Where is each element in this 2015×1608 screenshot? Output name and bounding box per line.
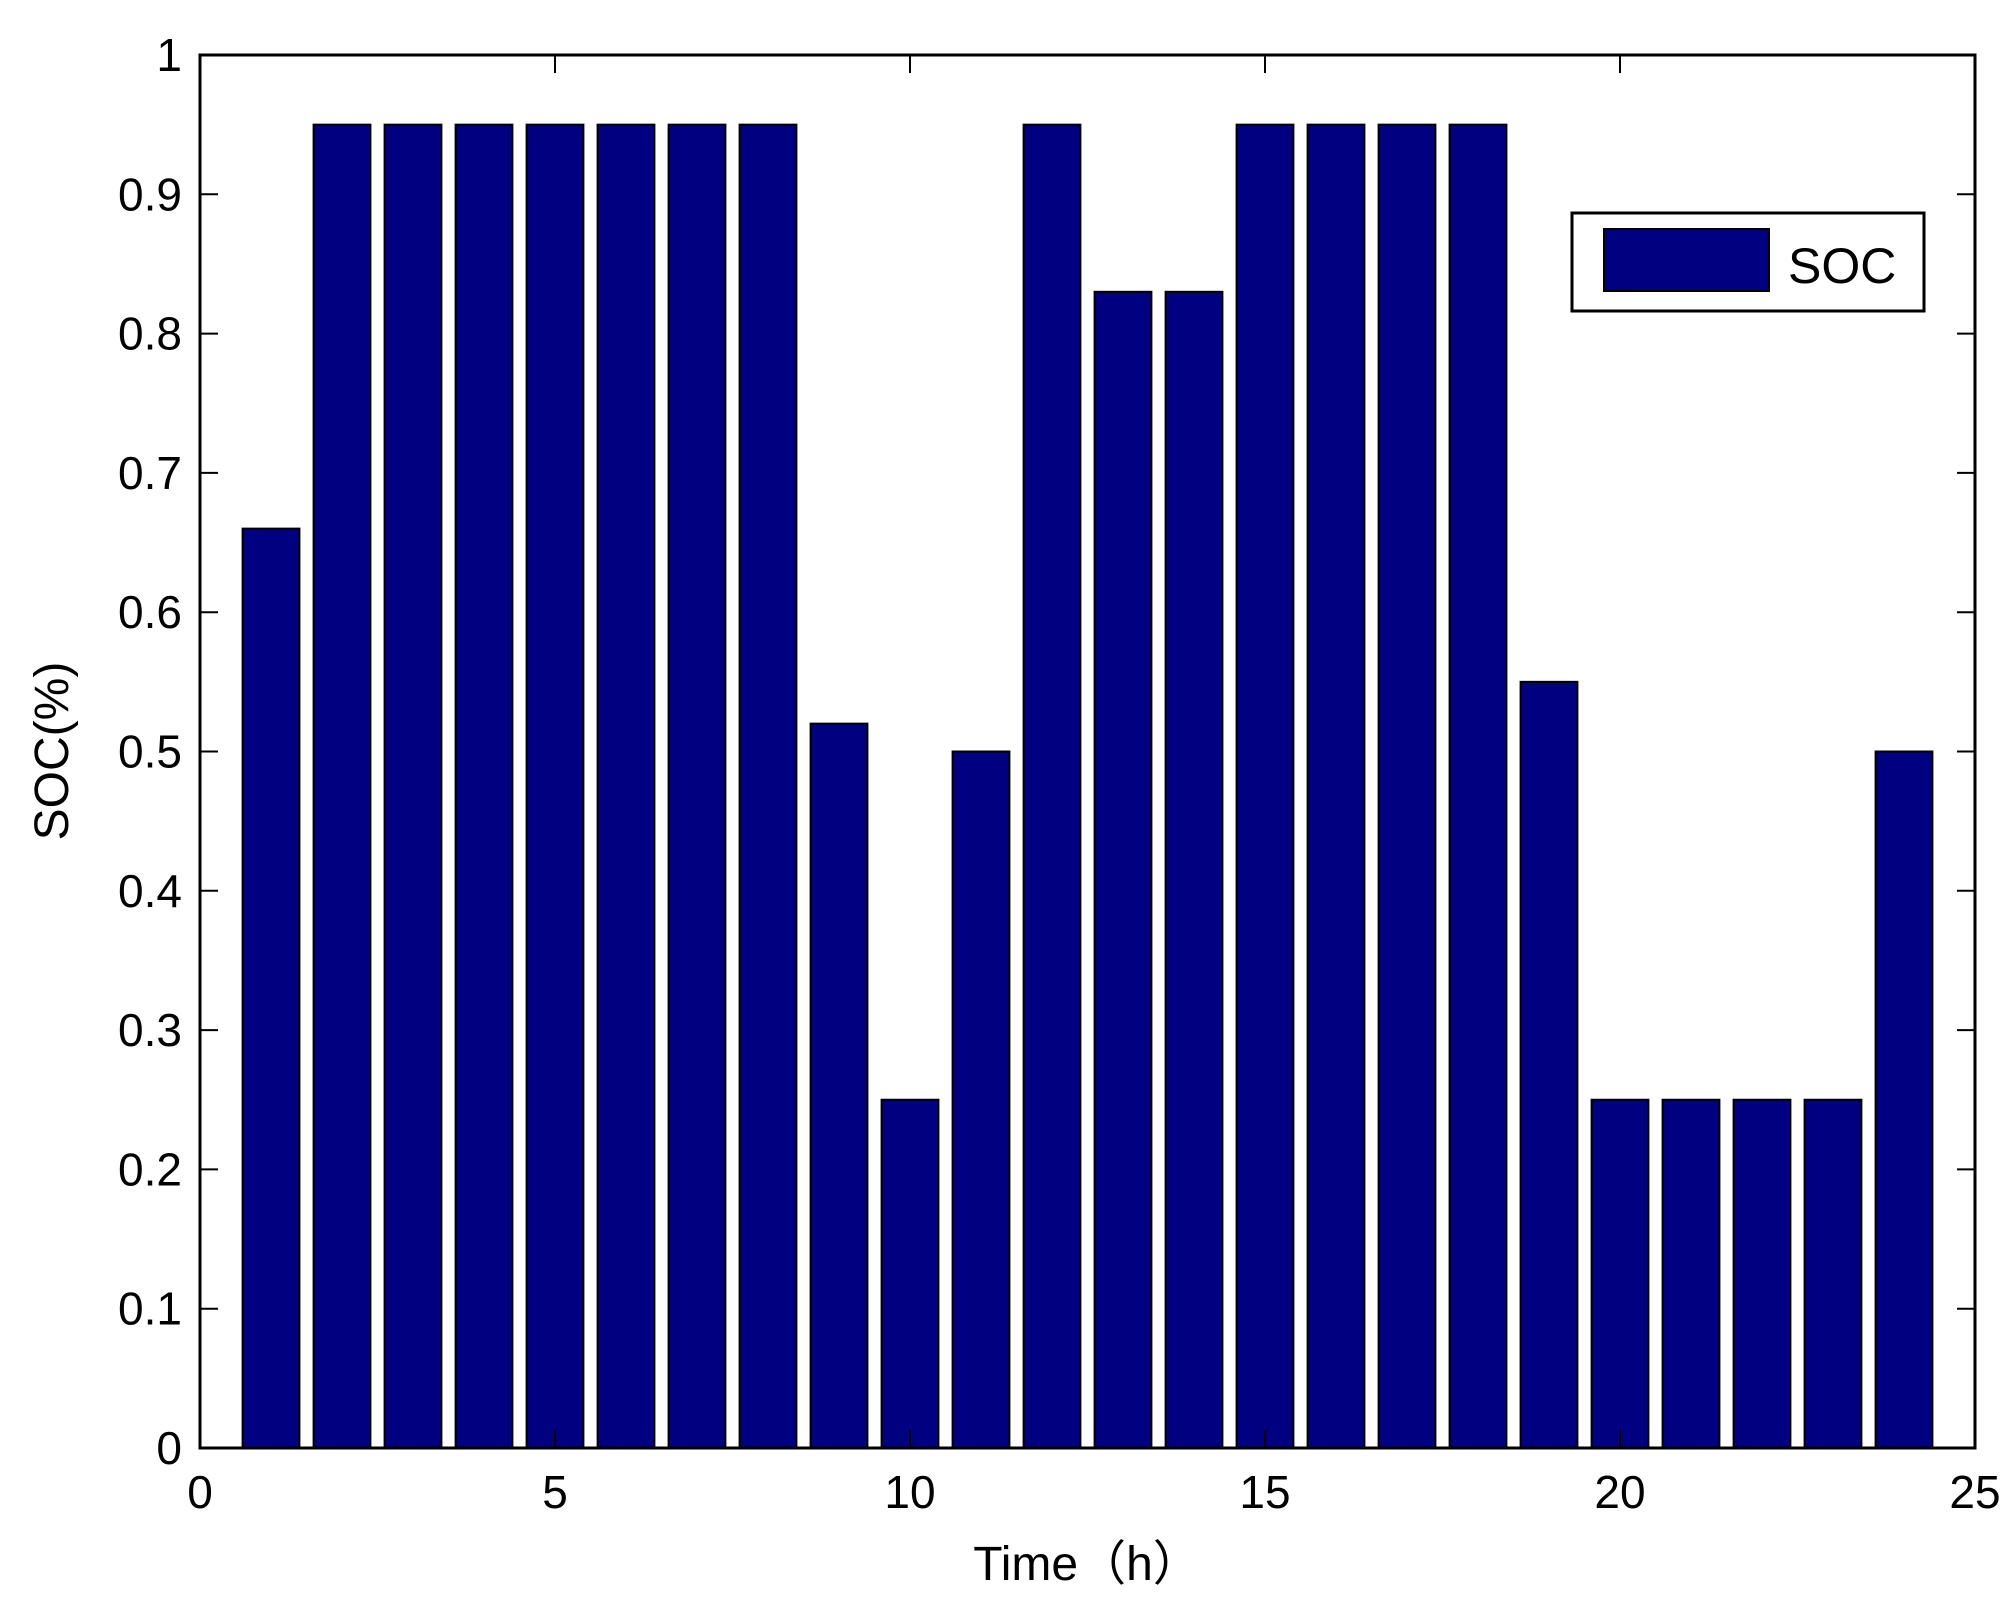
y-tick-label-7: 0.7	[118, 447, 182, 499]
bar-16	[1306, 123, 1366, 1449]
y-tick-label-9: 0.9	[118, 168, 182, 220]
y-tick-label-6: 0.6	[118, 586, 182, 638]
bar-8	[738, 123, 798, 1449]
legend-swatch-soc	[1603, 228, 1770, 292]
bar-17	[1377, 123, 1437, 1449]
bar-19	[1519, 680, 1579, 1449]
x-tick-label-2: 10	[884, 1466, 935, 1518]
x-axis-label: Time（h）	[973, 1538, 1201, 1591]
bar-21	[1661, 1098, 1721, 1449]
legend: SOC	[1570, 211, 1926, 313]
y-tick-label-5: 0.5	[118, 726, 182, 778]
bar-3	[383, 123, 443, 1449]
bar-9	[809, 722, 869, 1449]
x-tick-label-4: 20	[1594, 1466, 1645, 1518]
bar-6	[596, 123, 656, 1449]
bar-23	[1803, 1098, 1863, 1449]
y-tick-label-3: 0.3	[118, 1004, 182, 1056]
y-tick-label-0: 0	[156, 1422, 182, 1474]
y-tick-label-8: 0.8	[118, 308, 182, 360]
y-tick-label-4: 0.4	[118, 865, 182, 917]
y-tick-label-2: 0.2	[118, 1143, 182, 1195]
bar-14	[1164, 290, 1224, 1449]
x-tick-label-0: 0	[187, 1466, 213, 1518]
x-tick-label-1: 5	[542, 1466, 568, 1518]
legend-label-soc: SOC	[1788, 238, 1896, 294]
bar-20	[1590, 1098, 1650, 1449]
tick-labels-group: 0 5 10 15 20 25 0 0.1 0.2 0.3 0.4 0.5 0.6 0.7 0.8 0.9 1	[118, 29, 2001, 1518]
y-tick-label-10: 1	[156, 29, 182, 81]
y-tick-label-1: 0.1	[118, 1283, 182, 1335]
bar-13	[1093, 290, 1153, 1449]
bar-24	[1874, 750, 1934, 1449]
bar-11	[951, 750, 1011, 1449]
bar-7	[667, 123, 727, 1449]
bar-5	[525, 123, 585, 1449]
bar-4	[454, 123, 514, 1449]
x-tick-label-3: 15	[1239, 1466, 1290, 1518]
bar-18	[1448, 123, 1508, 1449]
bar-2	[312, 123, 372, 1449]
bar-22	[1732, 1098, 1792, 1449]
bar-10	[880, 1098, 940, 1449]
ticks-group	[199, 54, 1976, 1449]
x-tick-label-5: 25	[1949, 1466, 2000, 1518]
bars-group	[241, 123, 1934, 1449]
y-axis-label: SOC(%)	[26, 662, 79, 841]
bar-15	[1235, 123, 1295, 1449]
bar-12	[1022, 123, 1082, 1449]
bar-1	[241, 527, 301, 1449]
